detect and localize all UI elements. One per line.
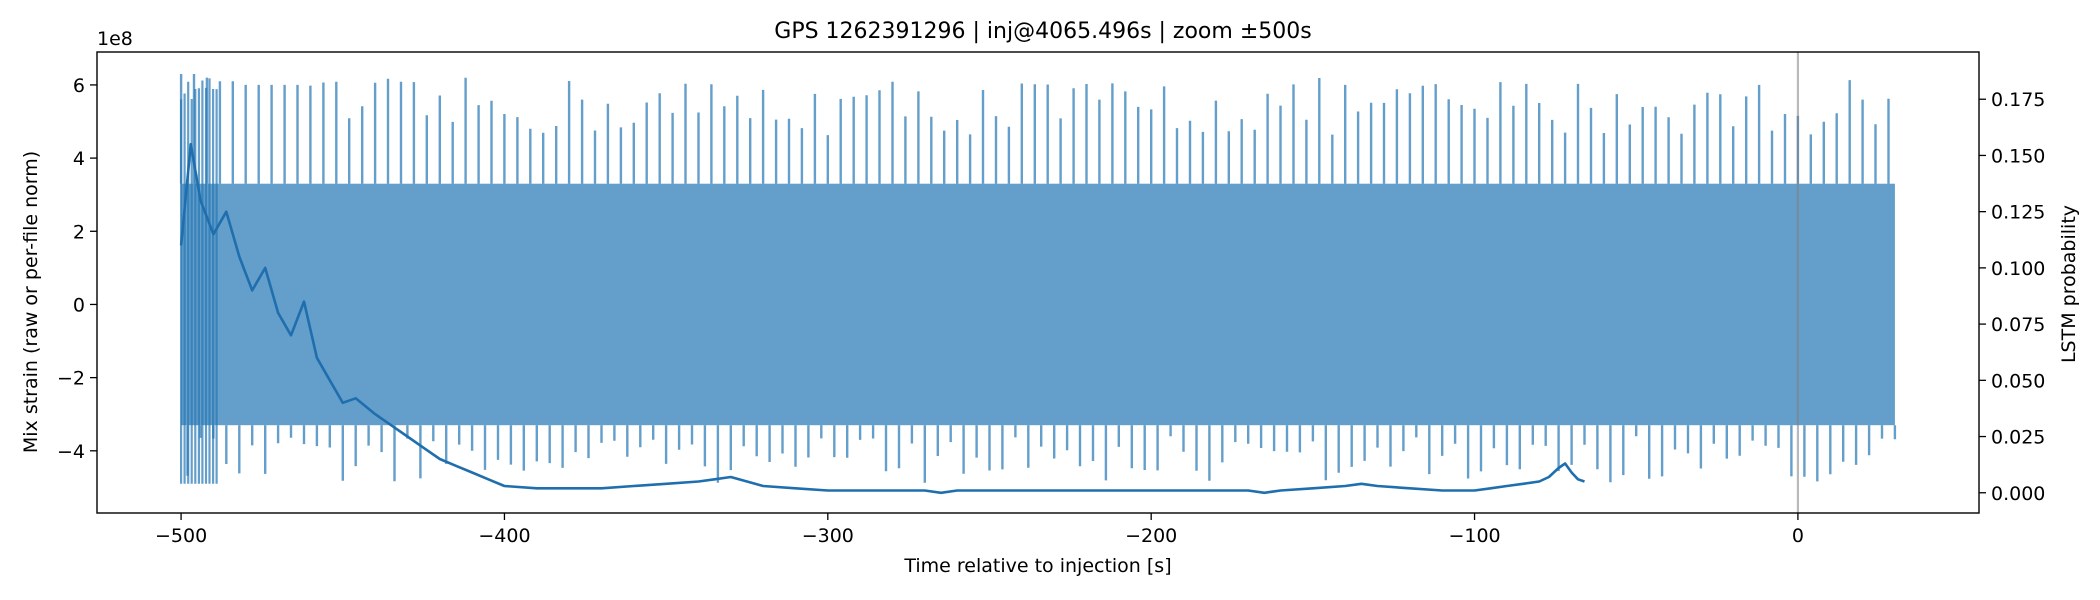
series-layer bbox=[179, 74, 1897, 495]
y-tick-label-left: 4 bbox=[73, 148, 85, 170]
y-axis-right: 0.000 0.025 0.050 0.075 0.100 0.125 0.150 0.175 bbox=[1979, 89, 2045, 505]
y-tick-label-left: −4 bbox=[57, 441, 85, 463]
y-offset-label: 1e8 bbox=[97, 28, 133, 50]
strain-band bbox=[181, 183, 1895, 426]
x-tick-label: −200 bbox=[1125, 525, 1177, 547]
x-tick-label: −100 bbox=[1448, 525, 1500, 547]
chart-title: GPS 1262391296 | inj@4065.496s | zoom ±5… bbox=[774, 19, 1311, 44]
y-tick-label-right: 0.050 bbox=[1991, 370, 2045, 392]
x-tick-label: 0 bbox=[1792, 525, 1804, 547]
y-tick-label-left: 0 bbox=[73, 294, 85, 316]
y-axis-label-left: Mix strain (raw or per-file norm) bbox=[20, 151, 42, 453]
y-tick-label-left: 2 bbox=[73, 221, 85, 243]
y-tick-label-left: 6 bbox=[73, 75, 85, 97]
x-tick-label: −400 bbox=[478, 525, 530, 547]
y-axis-label-right: LSTM probability bbox=[2058, 205, 2080, 363]
y-axis-left: −4 −2 0 2 4 6 bbox=[57, 75, 97, 463]
x-tick-label: −500 bbox=[155, 525, 207, 547]
y-tick-label-right: 0.025 bbox=[1991, 427, 2045, 449]
y-tick-label-right: 0.150 bbox=[1991, 145, 2045, 167]
y-tick-label-left: −2 bbox=[57, 368, 85, 390]
y-tick-label-right: 0.075 bbox=[1991, 314, 2045, 336]
plot-frame bbox=[96, 51, 1980, 514]
y-tick-label-right: 0.125 bbox=[1991, 202, 2045, 224]
y-tick-label-right: 0.175 bbox=[1991, 89, 2045, 111]
y-tick-label-right: 0.000 bbox=[1991, 483, 2045, 505]
x-tick-label: −300 bbox=[802, 525, 854, 547]
y-tick-label-right: 0.100 bbox=[1991, 258, 2045, 280]
lstm-probability-line bbox=[179, 142, 1585, 495]
x-axis: −500 −400 −300 −200 −100 0 bbox=[155, 513, 1804, 547]
x-axis-label: Time relative to injection [s] bbox=[903, 555, 1171, 577]
strain-initial-spikes bbox=[180, 78, 218, 484]
